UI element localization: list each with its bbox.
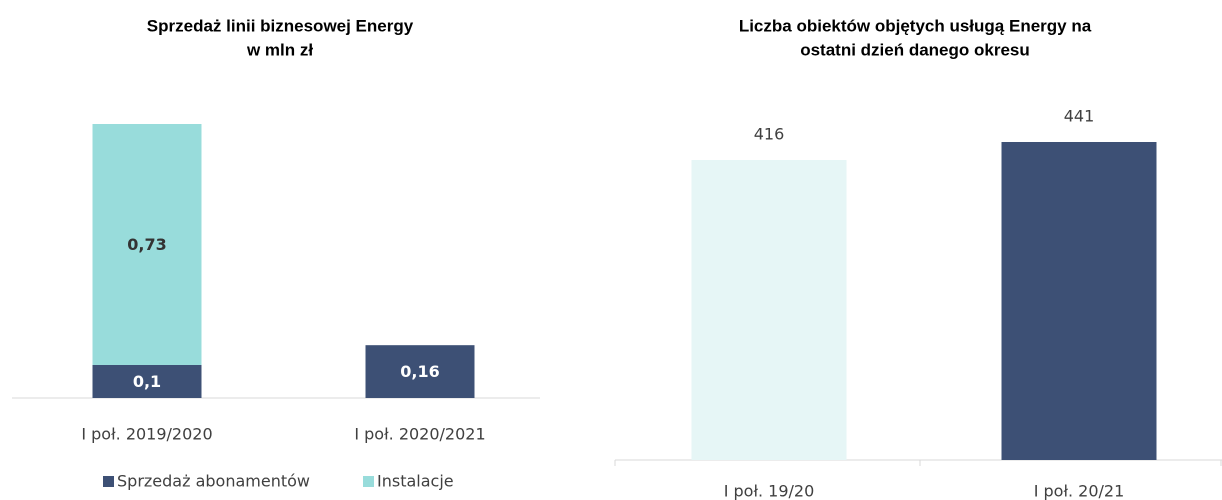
data-label: 0,16 (400, 362, 439, 381)
bar-segment (92, 364, 202, 398)
bar (1001, 142, 1157, 460)
legend-swatch (103, 476, 114, 487)
legend-label: Instalacje (377, 472, 454, 491)
bar-segment (92, 124, 202, 365)
legend-label: Sprzedaż abonamentów (117, 472, 310, 491)
data-label: 441 (1064, 107, 1095, 126)
x-tick-label: I poł. 2019/2020 (81, 425, 212, 444)
data-label: 0,1 (133, 372, 161, 391)
x-tick-label: I poł. 2020/2021 (354, 425, 485, 444)
x-tick-label: I poł. 19/20 (724, 482, 815, 500)
chart-subtitle: ostatni dzień danego okresu (800, 40, 1030, 59)
bar-segment (365, 345, 475, 398)
data-label: 0,73 (127, 235, 166, 254)
chart-subtitle: w mln zł (246, 40, 313, 59)
chart-title: Sprzedaż linii biznesowej Energy (147, 16, 414, 35)
chart-title: Liczba obiektów objętych usługą Energy n… (739, 16, 1092, 35)
legend-swatch (363, 476, 374, 487)
bar (691, 160, 847, 460)
data-label: 416 (754, 125, 785, 144)
x-tick-label: I poł. 20/21 (1034, 482, 1125, 500)
